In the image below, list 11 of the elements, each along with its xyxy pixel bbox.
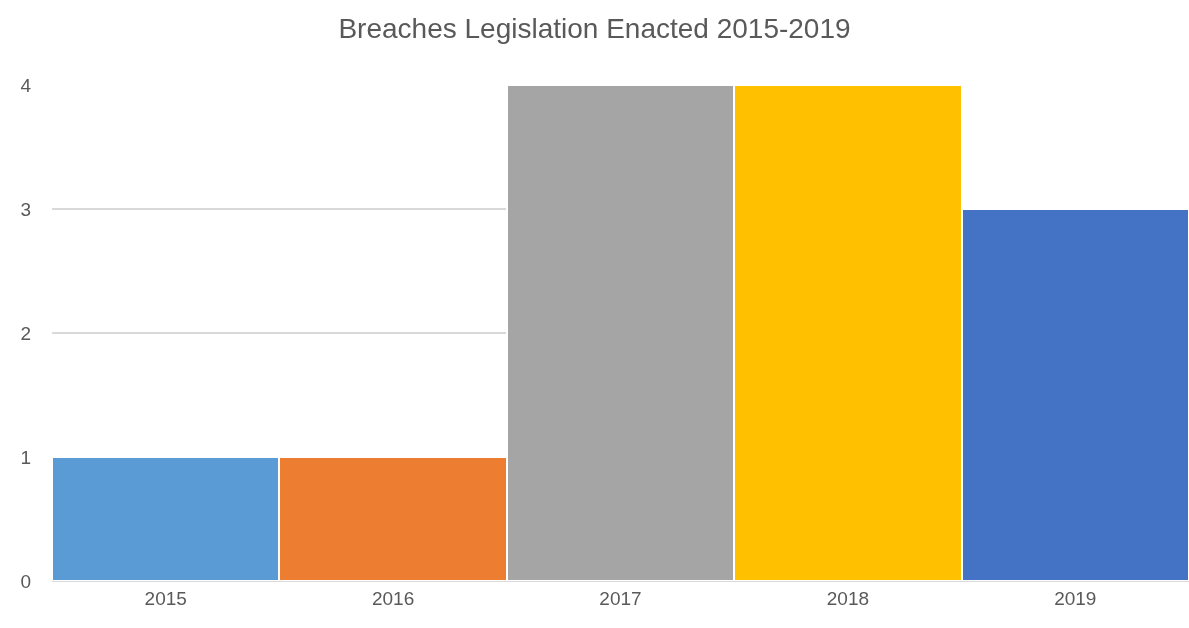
x-tick-label: 2018 bbox=[826, 587, 870, 609]
x-tick-label: 2016 bbox=[371, 587, 415, 609]
y-tick-label: 2 bbox=[20, 322, 31, 344]
y-tick-label: 4 bbox=[20, 74, 32, 96]
chart-title: Breaches Legislation Enacted 2015-2019 bbox=[338, 13, 851, 45]
x-tick-label: 2015 bbox=[144, 587, 187, 609]
y-tick-label: 1 bbox=[20, 446, 31, 468]
y-tick-label: 0 bbox=[20, 570, 31, 592]
x-tick-label: 2017 bbox=[599, 587, 642, 609]
x-tick-label: 2019 bbox=[1054, 587, 1097, 609]
y-tick-label: 3 bbox=[20, 198, 31, 220]
